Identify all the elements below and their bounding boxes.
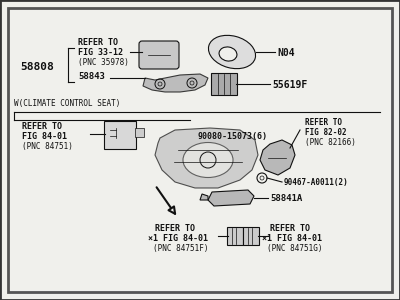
- Text: (PNC 84751): (PNC 84751): [22, 142, 73, 151]
- Polygon shape: [260, 140, 295, 175]
- Text: FIG 84-01: FIG 84-01: [22, 132, 67, 141]
- Text: REFER TO: REFER TO: [78, 38, 118, 47]
- Ellipse shape: [219, 47, 237, 61]
- Text: 55619F: 55619F: [272, 80, 307, 90]
- Text: ×1 FIG 84-01: ×1 FIG 84-01: [148, 234, 208, 243]
- Polygon shape: [155, 128, 258, 188]
- Text: REFER TO: REFER TO: [270, 224, 310, 233]
- Polygon shape: [143, 74, 208, 92]
- Text: FIG 33-12: FIG 33-12: [78, 48, 123, 57]
- Text: (PNC 84751G): (PNC 84751G): [267, 244, 322, 253]
- Polygon shape: [200, 194, 208, 200]
- Text: 90080-15073(6): 90080-15073(6): [198, 132, 268, 141]
- FancyBboxPatch shape: [139, 41, 179, 69]
- Text: FIG 82-02: FIG 82-02: [305, 128, 347, 137]
- Polygon shape: [208, 190, 254, 206]
- Text: REFER TO: REFER TO: [22, 122, 62, 131]
- FancyBboxPatch shape: [104, 121, 136, 149]
- FancyBboxPatch shape: [8, 8, 392, 292]
- Text: 58808: 58808: [20, 62, 54, 72]
- FancyBboxPatch shape: [134, 128, 144, 136]
- Text: 90467-A0011(2): 90467-A0011(2): [284, 178, 349, 187]
- Text: REFER TO: REFER TO: [305, 118, 342, 127]
- Text: ×1 FIG 84-01: ×1 FIG 84-01: [262, 234, 322, 243]
- FancyBboxPatch shape: [227, 227, 243, 245]
- Text: 58843: 58843: [78, 72, 105, 81]
- FancyBboxPatch shape: [211, 73, 237, 95]
- Text: (PNC 84751F): (PNC 84751F): [153, 244, 208, 253]
- FancyBboxPatch shape: [243, 227, 259, 245]
- Ellipse shape: [208, 35, 256, 69]
- Text: REFER TO: REFER TO: [155, 224, 195, 233]
- Text: (PNC 35978): (PNC 35978): [78, 58, 129, 67]
- Ellipse shape: [183, 142, 233, 178]
- Text: W(CLIMATE CONTROL SEAT): W(CLIMATE CONTROL SEAT): [14, 99, 120, 108]
- Text: N04: N04: [277, 48, 295, 58]
- Text: (PNC 82166): (PNC 82166): [305, 138, 356, 147]
- Text: 58841A: 58841A: [270, 194, 302, 203]
